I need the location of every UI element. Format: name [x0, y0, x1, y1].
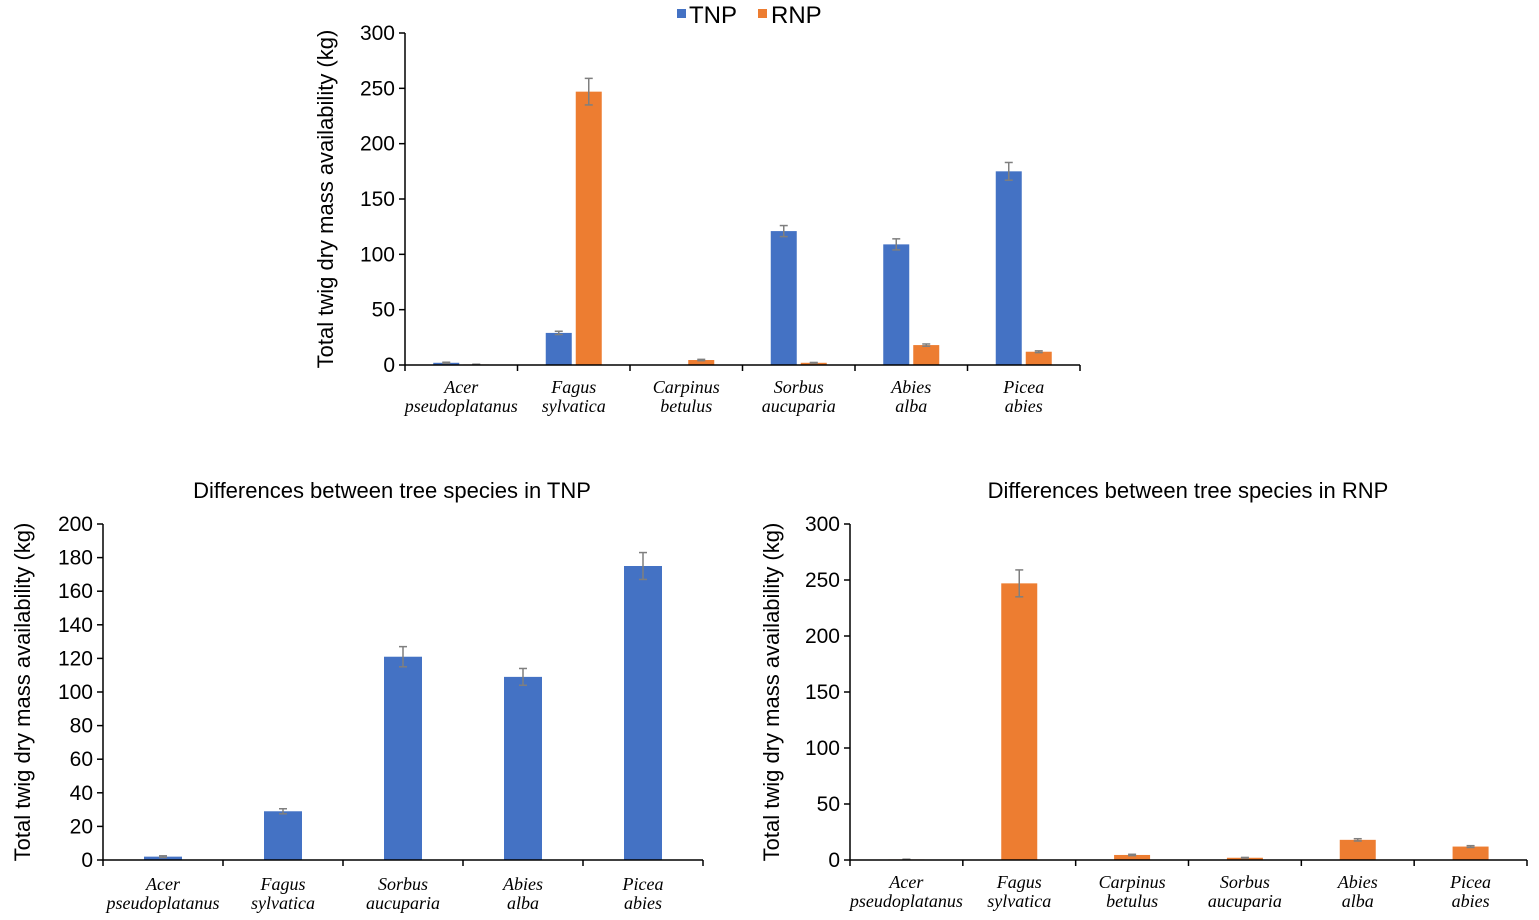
bar-tnp-4: [883, 244, 910, 365]
y-tick-label: 150: [360, 188, 395, 211]
x-tick-label: Picea abies: [622, 874, 664, 913]
bar-tnp-4: [624, 566, 662, 860]
legend: TNP RNP: [677, 2, 822, 29]
x-tick-label: Abies alba: [890, 377, 931, 416]
x-tick-label: Picea abies: [1449, 872, 1491, 911]
y-tick-label: 80: [70, 715, 93, 738]
error-bar-tnp-0: [159, 855, 167, 859]
error-bar-rnp-2: [1128, 853, 1137, 857]
bar-tnp-0: [144, 856, 182, 860]
chart-rnp: Differences between tree species in RNP T…: [759, 478, 1528, 911]
x-tick-label: Fagus sylvatica: [251, 874, 315, 913]
y-tick-label: 200: [805, 625, 840, 648]
bar-rnp-2: [1114, 854, 1151, 860]
bar-rnp-2: [688, 360, 715, 365]
x-tick-label: Fagus sylvatica: [987, 872, 1051, 911]
y-tick-label: 180: [58, 547, 93, 570]
y-axis-label: Total twig dry mass availability (kg): [10, 523, 35, 862]
y-tick-label: 250: [805, 569, 840, 592]
bar-rnp-5: [1025, 351, 1052, 365]
x-tick-label: Carpinus betulus: [653, 377, 720, 416]
chart-combined: Total twig dry mass availability (kg) 0 50…: [313, 22, 1081, 416]
y-tick-label: 150: [805, 681, 840, 704]
y-tick-label: 300: [805, 513, 840, 536]
error-bar-rnp-4: [922, 343, 931, 347]
x-tick-label: Acer pseudoplatanus: [403, 377, 518, 416]
error-bar-rnp-4: [1353, 837, 1362, 842]
x-tick-label: Picea abies: [1002, 377, 1044, 416]
error-bar-tnp-3: [779, 224, 788, 238]
x-tick-label: Acer pseudoplatanus: [848, 872, 963, 911]
y-tick-label: 40: [70, 782, 93, 805]
y-tick-label: 120: [58, 647, 93, 670]
error-bar-tnp-3: [519, 667, 527, 687]
x-tick-label: Carpinus betulus: [1099, 872, 1166, 911]
bar-rnp-4: [913, 345, 940, 365]
bar-tnp-5: [995, 171, 1022, 365]
error-bar-rnp-3: [1240, 856, 1249, 859]
legend-label-rnp: RNP: [771, 2, 822, 29]
error-bar-tnp-5: [1004, 161, 1013, 181]
chart-title: Differences between tree species in RNP: [988, 478, 1389, 503]
y-tick-label: 200: [360, 133, 395, 156]
bar-tnp-1: [545, 332, 572, 365]
y-tick-label: 50: [372, 299, 395, 322]
error-bar-tnp-1: [279, 808, 287, 815]
y-tick-label: 100: [58, 681, 93, 704]
bar-tnp-3: [770, 231, 797, 365]
error-bar-tnp-0: [442, 361, 451, 365]
error-bar-rnp-1: [584, 77, 593, 106]
y-tick-label: 0: [81, 849, 93, 872]
bar-rnp-1: [1001, 583, 1038, 860]
y-axis-label: Total twig dry mass availability (kg): [313, 30, 338, 369]
y-tick-label: 300: [360, 22, 395, 45]
chart-tnp: Differences between tree species in TNP T…: [10, 478, 704, 913]
y-tick-label: 50: [817, 793, 840, 816]
error-bar-tnp-2: [399, 645, 407, 668]
x-tick-label: Abies alba: [502, 874, 543, 913]
x-tick-label: Sorbus aucuparia: [1208, 872, 1282, 911]
y-tick-label: 250: [360, 77, 395, 100]
error-bar-rnp-5: [1034, 350, 1043, 354]
y-tick-label: 100: [805, 737, 840, 760]
error-bar-rnp-1: [1015, 569, 1024, 598]
y-tick-label: 200: [58, 513, 93, 536]
error-bar-rnp-3: [809, 361, 818, 364]
y-axis-label: Total twig dry mass availability (kg): [759, 523, 784, 862]
legend-swatch-rnp: [758, 9, 767, 18]
y-tick-label: 140: [58, 614, 93, 637]
error-bar-rnp-5: [1466, 844, 1475, 849]
legend-swatch-tnp: [677, 9, 686, 18]
bar-rnp-3: [800, 362, 827, 365]
y-tick-label: 160: [58, 580, 93, 603]
bar-rnp-4: [1339, 839, 1376, 860]
error-bar-tnp-4: [639, 551, 647, 581]
x-tick-label: Sorbus aucuparia: [762, 377, 836, 416]
y-tick-label: 0: [383, 354, 395, 377]
bar-tnp-3: [504, 676, 542, 860]
x-tick-label: Acer pseudoplatanus: [104, 874, 219, 913]
error-bar-rnp-2: [697, 358, 706, 362]
bar-tnp-1: [264, 811, 302, 860]
y-tick-label: 0: [828, 849, 840, 872]
axes: [849, 524, 1527, 861]
bar-rnp-5: [1452, 846, 1489, 860]
error-bar-tnp-4: [892, 238, 901, 251]
bar-tnp-2: [384, 656, 422, 860]
x-tick-label: Sorbus aucuparia: [366, 874, 440, 913]
x-tick-label: Fagus sylvatica: [542, 377, 606, 416]
y-tick-label: 60: [70, 748, 93, 771]
bar-rnp-1: [575, 91, 602, 366]
bar-rnp-3: [1226, 857, 1263, 860]
y-tick-label: 20: [70, 815, 93, 838]
y-tick-label: 100: [360, 243, 395, 266]
legend-label-tnp: TNP: [689, 2, 737, 29]
x-tick-label: Abies alba: [1337, 872, 1378, 911]
chart-title: Differences between tree species in TNP: [193, 478, 591, 503]
error-bar-tnp-1: [554, 330, 563, 336]
axes: [404, 33, 1080, 366]
